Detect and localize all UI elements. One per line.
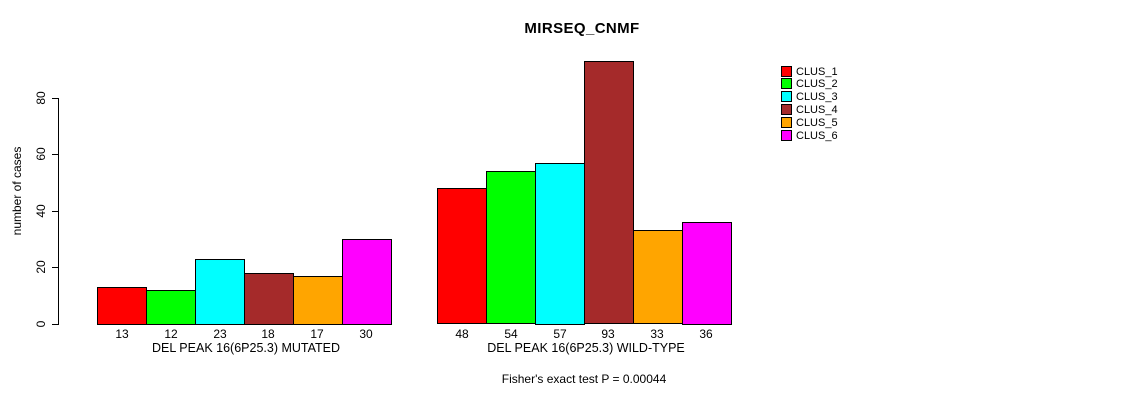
bar-value-label: 13 <box>115 327 129 341</box>
legend-swatch <box>781 130 792 141</box>
bar-group1-clus1 <box>97 287 147 325</box>
bar-value-label: 54 <box>504 327 518 341</box>
bar-group2-clus4 <box>584 61 634 324</box>
bar-group1-clus5 <box>293 276 343 325</box>
bar-group2-clus3 <box>535 163 585 325</box>
legend-label: CLUS_3 <box>796 90 838 103</box>
bar-value-label: 36 <box>699 327 713 341</box>
legend-item: CLUS_5 <box>781 116 838 129</box>
group-label-mutated: DEL PEAK 16(6P25.3) MUTATED <box>151 341 341 355</box>
bar-group2-clus1 <box>437 188 487 324</box>
bar-value-label: 33 <box>650 327 664 341</box>
group-label-wild-type: DEL PEAK 16(6P25.3) WILD-TYPE <box>487 341 685 355</box>
bar-group1-clus3 <box>195 259 245 325</box>
legend-swatch <box>781 104 792 115</box>
y-tick-label: 20 <box>34 260 48 274</box>
bar-value-label: 18 <box>261 327 275 341</box>
legend-label: CLUS_5 <box>796 116 838 129</box>
bar-value-label: 12 <box>164 327 178 341</box>
y-tick-label: 80 <box>34 91 48 105</box>
y-tick-label: 0 <box>34 320 48 328</box>
bar-group2-clus5 <box>633 230 683 324</box>
bar-value-label: 48 <box>455 327 469 341</box>
y-tick <box>52 211 58 212</box>
legend-label: CLUS_4 <box>796 103 838 116</box>
legend-label: CLUS_2 <box>796 77 838 90</box>
y-axis-label: number of cases <box>10 146 24 236</box>
y-axis-line <box>58 98 59 325</box>
legend-swatch <box>781 91 792 102</box>
bar-value-label: 57 <box>553 327 567 341</box>
bar-group1-clus2 <box>146 290 196 325</box>
bar-value-label: 30 <box>359 327 373 341</box>
y-tick-label: 40 <box>34 204 48 218</box>
bar-group2-clus2 <box>486 171 536 324</box>
legend-item: CLUS_1 <box>781 65 838 78</box>
y-tick <box>52 324 58 325</box>
legend-swatch <box>781 66 792 77</box>
annotation-text: Fisher's exact test P = 0.00044 <box>501 372 667 386</box>
legend-item: CLUS_2 <box>781 77 838 90</box>
y-tick <box>52 267 58 268</box>
bar-value-label: 93 <box>601 327 615 341</box>
bar-value-label: 17 <box>310 327 324 341</box>
bar-value-label: 23 <box>213 327 227 341</box>
chart-title: MIRSEQ_CNMF <box>524 20 640 37</box>
legend-label: CLUS_6 <box>796 129 838 142</box>
bar-group1-clus4 <box>244 273 294 325</box>
legend-swatch <box>781 78 792 89</box>
bar-group1-clus6 <box>342 239 392 325</box>
y-tick <box>52 154 58 155</box>
legend-swatch <box>781 117 792 128</box>
y-tick <box>52 98 58 99</box>
y-tick-label: 60 <box>34 147 48 161</box>
legend-item: CLUS_4 <box>781 103 838 116</box>
legend-label: CLUS_1 <box>796 65 838 78</box>
bar-group2-clus6 <box>682 222 732 325</box>
legend-item: CLUS_3 <box>781 90 838 103</box>
legend-item: CLUS_6 <box>781 129 838 142</box>
